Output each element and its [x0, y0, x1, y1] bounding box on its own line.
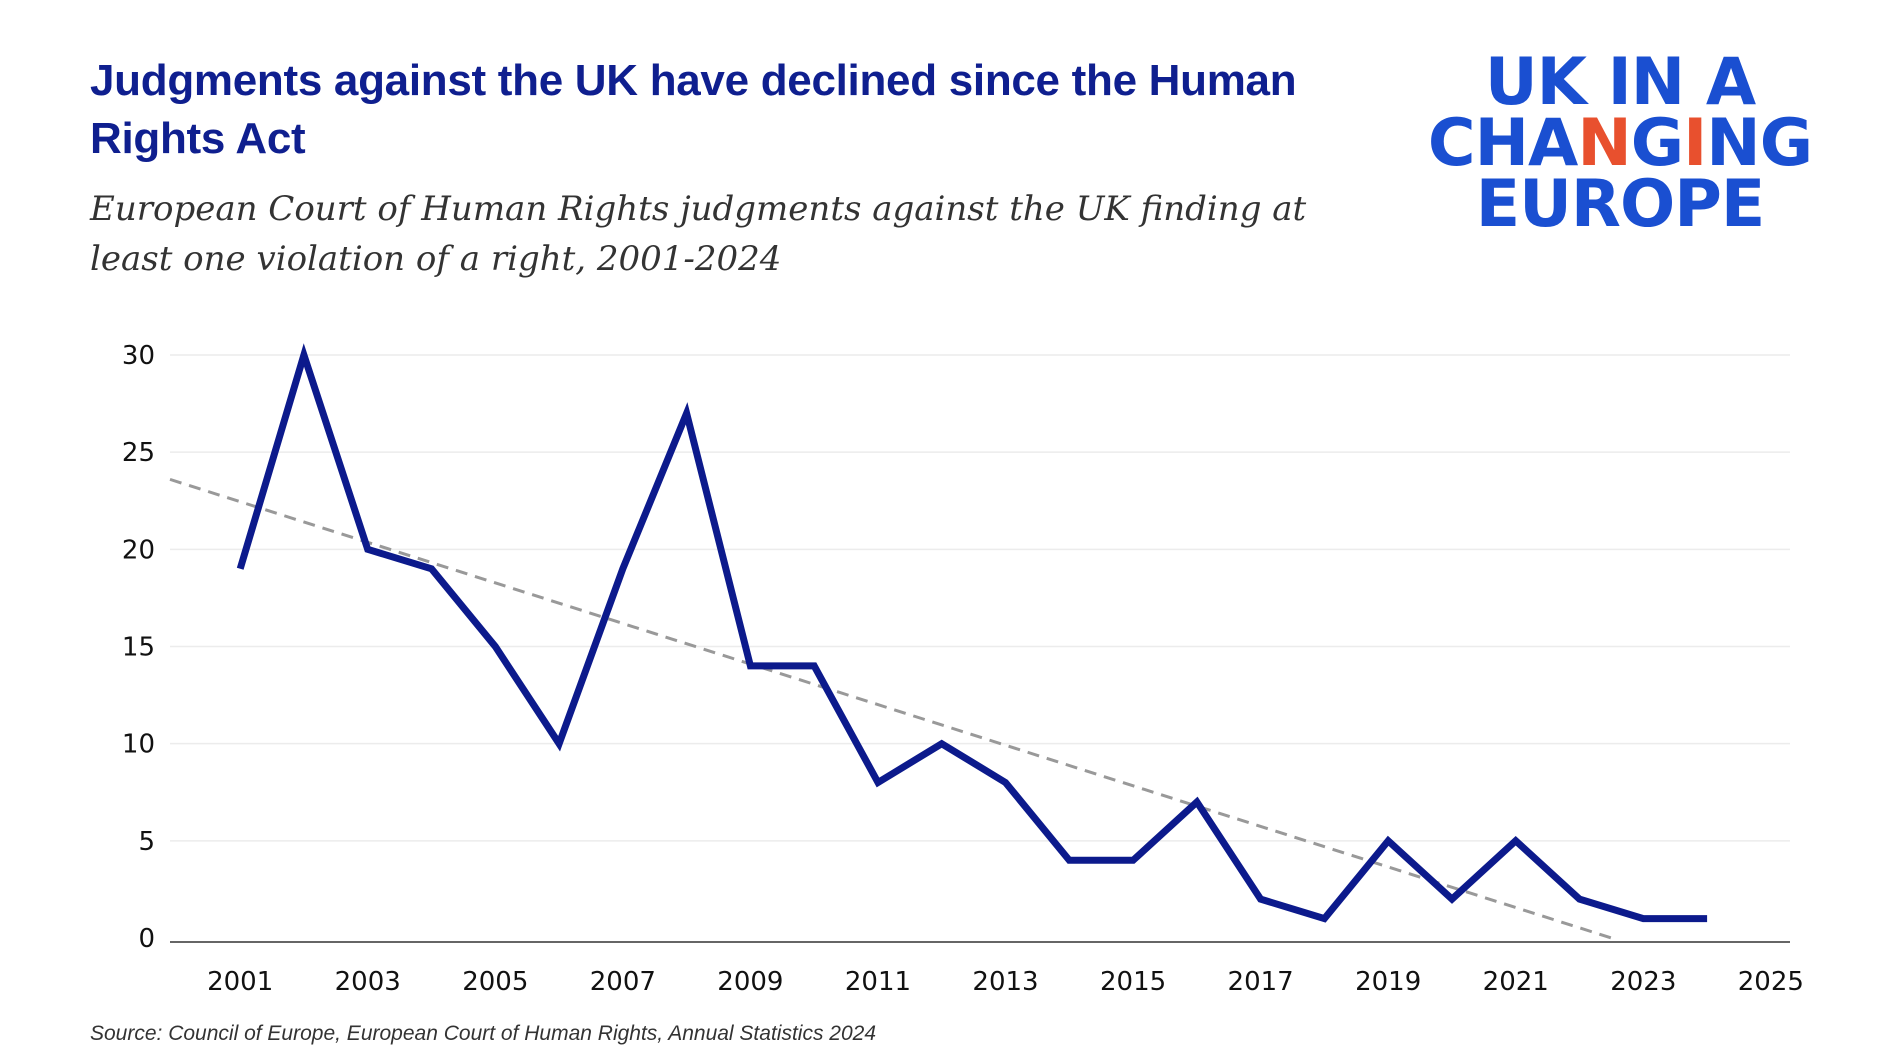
- data-point: [875, 780, 881, 786]
- data-point: [811, 663, 817, 669]
- data-point: [428, 566, 434, 572]
- x-tick-label: 2005: [462, 967, 528, 997]
- y-tick-label: 5: [138, 827, 155, 857]
- data-point: [1258, 896, 1264, 902]
- y-tick-label: 15: [122, 633, 155, 663]
- x-tick-label: 2017: [1228, 967, 1294, 997]
- chart-subtitle: European Court of Human Rights judgments…: [90, 189, 1307, 279]
- x-tick-label: 2019: [1355, 967, 1421, 997]
- data-point: [1704, 916, 1710, 922]
- chart-title: Judgments against the UK have declined s…: [90, 56, 1297, 163]
- data-point: [1385, 838, 1391, 844]
- x-tick-label: 2003: [335, 967, 401, 997]
- x-tick-label: 2023: [1610, 967, 1676, 997]
- uk-in-a-changing-europe-logo: UK IN A CHANGING EUROPE: [1410, 45, 1830, 242]
- data-point: [1449, 896, 1455, 902]
- data-point: [1513, 838, 1519, 844]
- source-note: Source: Council of Europe, European Cour…: [90, 1022, 876, 1045]
- x-tick-label: 2007: [590, 967, 656, 997]
- y-tick-label: 30: [122, 341, 155, 371]
- y-tick-label: 25: [122, 438, 155, 468]
- x-tick-label: 2021: [1483, 967, 1549, 997]
- logo-part: G: [1630, 106, 1684, 181]
- trend-line: [169, 477, 1612, 940]
- data-point: [1066, 857, 1072, 863]
- logo-part: CH: [1427, 106, 1529, 181]
- data-point: [747, 663, 753, 669]
- data-point: [684, 410, 690, 416]
- data-point: [939, 741, 945, 747]
- data-point: [1321, 916, 1327, 922]
- logo-line-3: EUROPE: [1475, 167, 1766, 242]
- data-point: [1194, 799, 1200, 805]
- data-point: [1130, 857, 1136, 863]
- data-point: [1577, 896, 1583, 902]
- data-point: [1003, 780, 1009, 786]
- logo-line-1: UK IN A: [1484, 45, 1756, 120]
- logo-accent-part: N: [1577, 106, 1631, 181]
- y-tick-label: 20: [122, 535, 155, 565]
- x-tick-label: 2009: [717, 967, 783, 997]
- x-tick-label: 2025: [1738, 967, 1804, 997]
- y-tick-label: 10: [122, 730, 155, 760]
- data-point: [1640, 916, 1646, 922]
- x-tick-label: 2013: [972, 967, 1038, 997]
- data-point: [556, 741, 562, 747]
- logo-accent-part: A: [1528, 106, 1578, 181]
- x-tick-label: 2015: [1100, 967, 1166, 997]
- logo-line-2: CHANGING: [1410, 111, 1830, 176]
- data-point: [492, 644, 498, 650]
- data-point: [301, 352, 307, 358]
- series-line: [236, 343, 1708, 923]
- x-tick-label: 2011: [845, 967, 911, 997]
- logo-part: NG: [1706, 106, 1813, 181]
- y-tick-label: 0: [138, 924, 155, 954]
- logo-accent-part: I: [1683, 106, 1707, 181]
- x-tick-label: 2001: [207, 967, 273, 997]
- data-point: [237, 566, 243, 572]
- data-point: [365, 546, 371, 552]
- data-point: [620, 566, 626, 572]
